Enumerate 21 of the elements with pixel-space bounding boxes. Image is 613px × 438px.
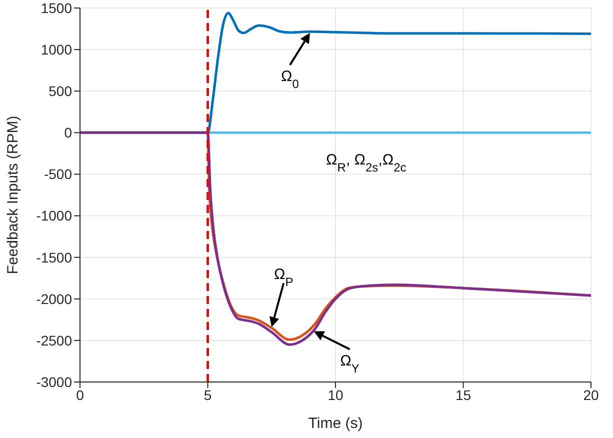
x-tick-label: 0 (76, 386, 84, 403)
x-tick-label: 10 (328, 386, 344, 403)
y-tick-label: -3000 (36, 374, 72, 390)
x-tick-label: 5 (204, 386, 212, 403)
y-tick-label: 1500 (40, 0, 72, 16)
y-axis-title: Feedback Inputs (RPM) (4, 116, 22, 274)
y-tick-label: 1000 (40, 42, 72, 58)
x-tick-label: 20 (583, 386, 599, 403)
y-tick-label: -500 (44, 166, 72, 182)
annotation: Ω$_{P}$ (274, 266, 294, 290)
x-axis-title: Time (s) (308, 415, 363, 432)
y-tick-label: 500 (48, 83, 72, 100)
annotation: Ω$_{R}$, Ω$_{2s}$,Ω$_{2c}$ (326, 152, 406, 175)
x-tick-label: 15 (455, 386, 472, 403)
y-tick-label: 0 (64, 124, 72, 141)
y-tick-label: -1000 (36, 208, 72, 224)
annotation: Ω$_{Y}$ (340, 352, 360, 376)
annotation: Ω$_{0}$ (280, 68, 300, 91)
y-tick-label: -2500 (36, 332, 72, 348)
y-tick-label: -2000 (36, 290, 72, 307)
y-tick-label: -1500 (36, 249, 72, 266)
